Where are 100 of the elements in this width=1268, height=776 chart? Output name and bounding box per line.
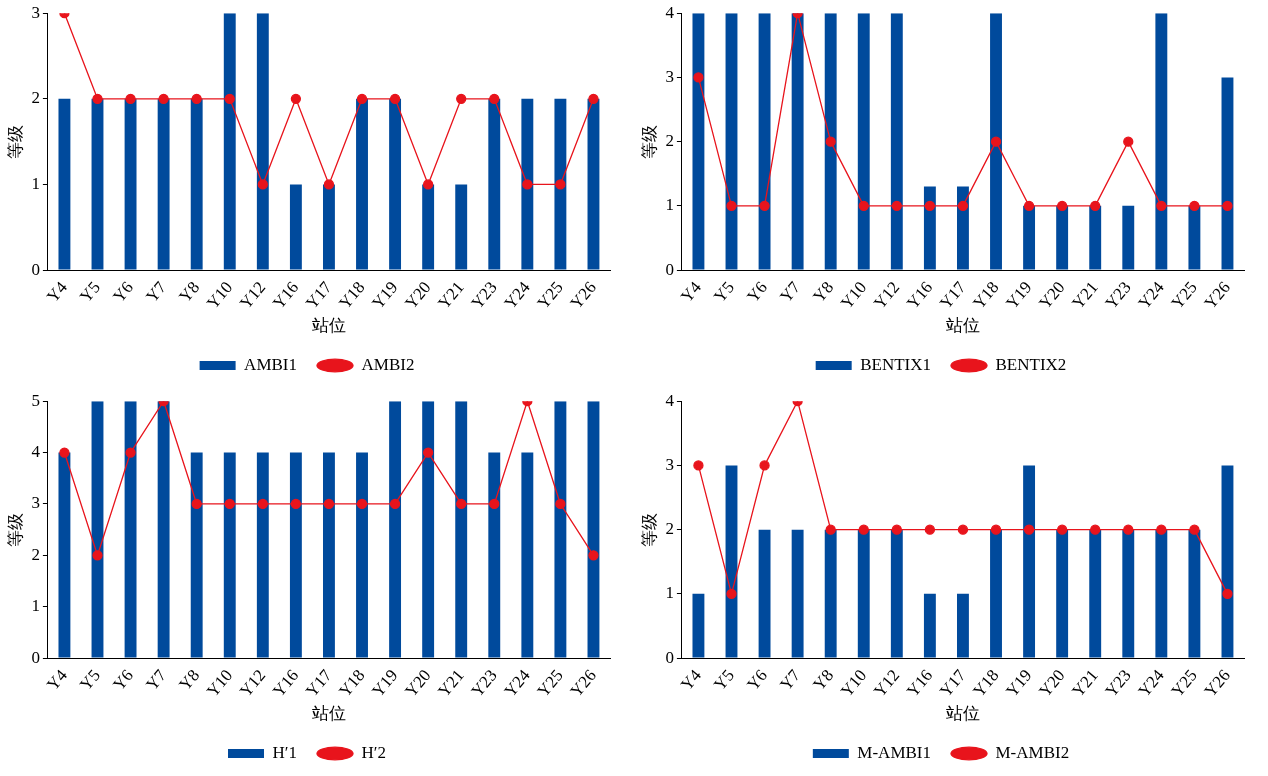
legend-label: AMBI1 [244, 354, 298, 374]
x-tick-label: Y16 [269, 277, 303, 313]
x-tick-label: Y18 [335, 665, 369, 701]
bar [422, 184, 435, 270]
point [1090, 200, 1101, 211]
x-tick-label: Y20 [1035, 665, 1069, 701]
bar [289, 184, 302, 270]
x-tick-label: Y25 [1167, 277, 1201, 313]
bar [990, 529, 1002, 658]
bar [1155, 529, 1168, 658]
point [924, 524, 936, 535]
bar [1221, 77, 1234, 270]
point [1156, 524, 1167, 535]
point [1056, 200, 1068, 211]
point [957, 200, 969, 211]
bar [521, 98, 534, 270]
bar [1221, 465, 1234, 658]
bar [323, 184, 335, 270]
point [125, 447, 136, 458]
bar [1188, 205, 1201, 270]
x-tick-label: Y24 [500, 277, 535, 313]
x-tick-label: Y12 [235, 277, 270, 313]
y-axis-title: 等级 [5, 512, 25, 547]
x-tick-label: Y19 [1002, 665, 1036, 701]
x-tick-label: Y21 [1068, 277, 1102, 313]
point [825, 524, 836, 535]
x-tick-label: Y20 [1035, 277, 1069, 313]
bar [157, 98, 170, 270]
x-tick-label: Y19 [368, 665, 402, 701]
x-tick-label: Y16 [903, 277, 937, 313]
x-axis-title: 站位 [311, 704, 346, 724]
x-tick-label: Y20 [401, 665, 435, 701]
y-tick-label: 5 [31, 390, 40, 410]
bar [488, 98, 501, 270]
x-tick-label: Y19 [1002, 277, 1036, 313]
legend-label: H′1 [272, 742, 297, 762]
point [257, 498, 268, 510]
point [957, 524, 969, 535]
x-tick-label: Y17 [936, 277, 970, 313]
x-tick-label: Y4 [677, 665, 706, 694]
point [389, 498, 401, 510]
x-tick-label: Y25 [1167, 665, 1201, 701]
bar [923, 593, 936, 658]
point [1189, 524, 1200, 535]
x-tick-label: Y20 [401, 277, 435, 313]
bar [1122, 205, 1135, 270]
y-tick-label: 1 [665, 583, 674, 603]
bar [554, 98, 567, 270]
point [1222, 200, 1233, 211]
x-tick-label: Y6 [743, 665, 772, 694]
bar [791, 529, 804, 658]
x-tick-label: Y23 [467, 277, 501, 313]
point [1090, 524, 1101, 535]
bar [124, 98, 137, 270]
x-tick-label: Y6 [743, 277, 772, 306]
x-tick-label: Y6 [109, 665, 138, 694]
point [858, 200, 869, 211]
x-tick-label: Y5 [76, 277, 104, 306]
point [924, 200, 936, 211]
y-tick-label: 3 [665, 66, 674, 86]
x-tick-label: Y25 [533, 277, 567, 313]
point [891, 524, 902, 535]
bar [890, 13, 903, 270]
bar [1023, 465, 1036, 658]
x-tick-label: Y21 [434, 277, 468, 313]
point [990, 524, 1002, 535]
point [990, 136, 1002, 147]
bar [1089, 529, 1102, 658]
x-tick-label: Y10 [836, 665, 871, 701]
point [422, 447, 434, 458]
bar [890, 529, 903, 658]
y-tick-label: 2 [31, 88, 40, 108]
x-axis-title: 站位 [945, 316, 980, 336]
y-tick-label: 2 [665, 131, 674, 151]
point [1222, 588, 1233, 599]
bar [692, 13, 705, 270]
point [555, 498, 566, 510]
point [1023, 200, 1035, 211]
x-tick-label: Y18 [969, 277, 1003, 313]
bar [1056, 529, 1069, 658]
x-tick-label: Y16 [269, 665, 303, 701]
point [1189, 200, 1200, 211]
x-tick-label: Y24 [1134, 277, 1169, 313]
x-tick-label: Y10 [202, 665, 237, 701]
bar [1122, 529, 1135, 658]
y-tick-label: 4 [665, 2, 675, 22]
x-tick-label: Y8 [175, 665, 204, 694]
x-tick-label: Y18 [335, 277, 369, 313]
x-tick-label: Y4 [43, 665, 72, 694]
bar [857, 13, 870, 270]
bar [389, 98, 402, 270]
x-tick-label: Y8 [175, 277, 204, 306]
y-tick-label: 0 [31, 259, 40, 279]
bar [758, 13, 771, 270]
point [588, 550, 599, 561]
x-tick-label: Y4 [43, 277, 72, 306]
bar [1155, 13, 1168, 270]
x-tick-label: Y26 [1200, 665, 1234, 701]
y-tick-label: 2 [31, 544, 40, 564]
x-tick-label: Y7 [142, 665, 171, 694]
